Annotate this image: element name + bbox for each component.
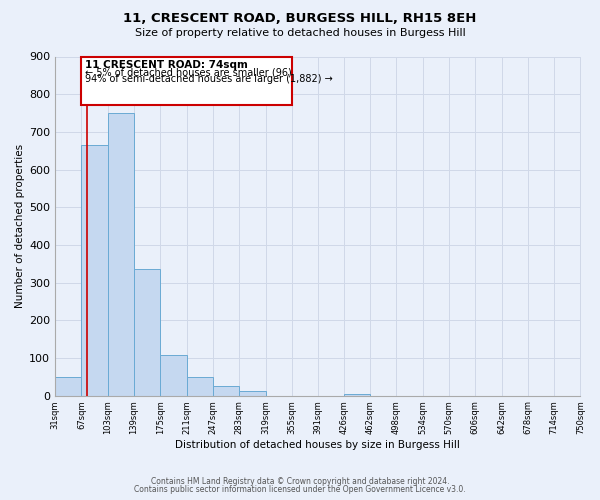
X-axis label: Distribution of detached houses by size in Burgess Hill: Distribution of detached houses by size … bbox=[175, 440, 460, 450]
Bar bbox=[55, 376, 82, 396]
Bar bbox=[134, 270, 160, 396]
Text: 11, CRESCENT ROAD, BURGESS HILL, RH15 8EH: 11, CRESCENT ROAD, BURGESS HILL, RH15 8E… bbox=[124, 12, 476, 26]
Text: ← 5% of detached houses are smaller (96): ← 5% of detached houses are smaller (96) bbox=[85, 68, 292, 78]
Text: Contains public sector information licensed under the Open Government Licence v3: Contains public sector information licen… bbox=[134, 485, 466, 494]
Text: Contains HM Land Registry data © Crown copyright and database right 2024.: Contains HM Land Registry data © Crown c… bbox=[151, 477, 449, 486]
Text: 94% of semi-detached houses are larger (1,882) →: 94% of semi-detached houses are larger (… bbox=[85, 74, 333, 84]
FancyBboxPatch shape bbox=[82, 56, 292, 106]
Bar bbox=[213, 386, 239, 396]
Bar bbox=[239, 390, 266, 396]
Bar bbox=[344, 394, 370, 396]
Bar bbox=[82, 145, 108, 396]
Bar bbox=[160, 356, 187, 396]
Y-axis label: Number of detached properties: Number of detached properties bbox=[15, 144, 25, 308]
Text: 11 CRESCENT ROAD: 74sqm: 11 CRESCENT ROAD: 74sqm bbox=[85, 60, 248, 70]
Bar bbox=[187, 376, 213, 396]
Bar bbox=[108, 113, 134, 396]
Text: Size of property relative to detached houses in Burgess Hill: Size of property relative to detached ho… bbox=[134, 28, 466, 38]
